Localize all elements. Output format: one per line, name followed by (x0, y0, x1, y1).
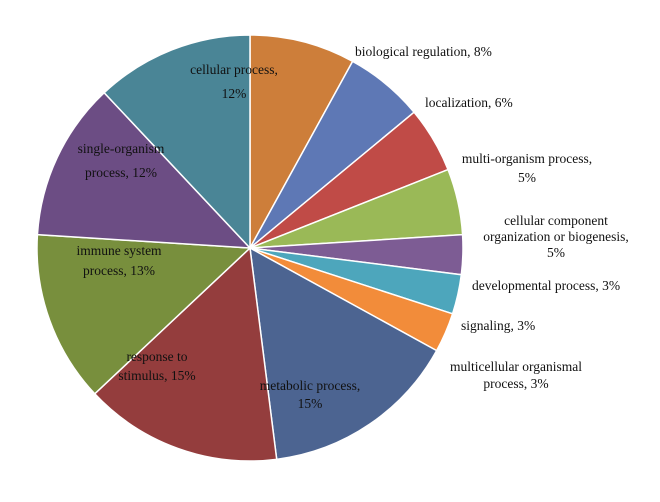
pie-label-biological-regulation: biological regulation, 8% (355, 44, 492, 59)
pie-slice-biological-regulation (249, 34, 354, 249)
pie-label-immune-system-process: immune system process, 13% (76, 243, 162, 278)
pie-label-signaling: signaling, 3% (461, 318, 535, 333)
pie-label-developmental-process: developmental process, 3% (472, 278, 620, 293)
pie-label-multicellular-organismal-process: multicellular organismal process, 3% (450, 359, 582, 391)
pie-label-metabolic-process: metabolic process, 15% (260, 378, 360, 411)
pie-label-cellular-component-organization-or-biogenesis: cellular component organization or biogen… (483, 213, 629, 260)
pie-label-cellular-process: cellular process, 12% (190, 62, 278, 101)
pie-slice-single-organism-process (36, 91, 252, 249)
pie-label-response-to-stimulus: response to stimulus, 15% (118, 349, 195, 383)
pie-label-localization: localization, 6% (425, 95, 513, 110)
pie-label-single-organism-process: single-organism process, 12% (78, 141, 165, 180)
pie-slice-cellular-process (103, 34, 251, 250)
pie-slice-response-to-stimulus (93, 246, 278, 462)
pie-slice-immune-system-process (36, 233, 252, 395)
pie-label-multi-organism-process: multi-organism process, 5% (462, 151, 592, 185)
pie-slice-metabolic-process (249, 246, 438, 461)
